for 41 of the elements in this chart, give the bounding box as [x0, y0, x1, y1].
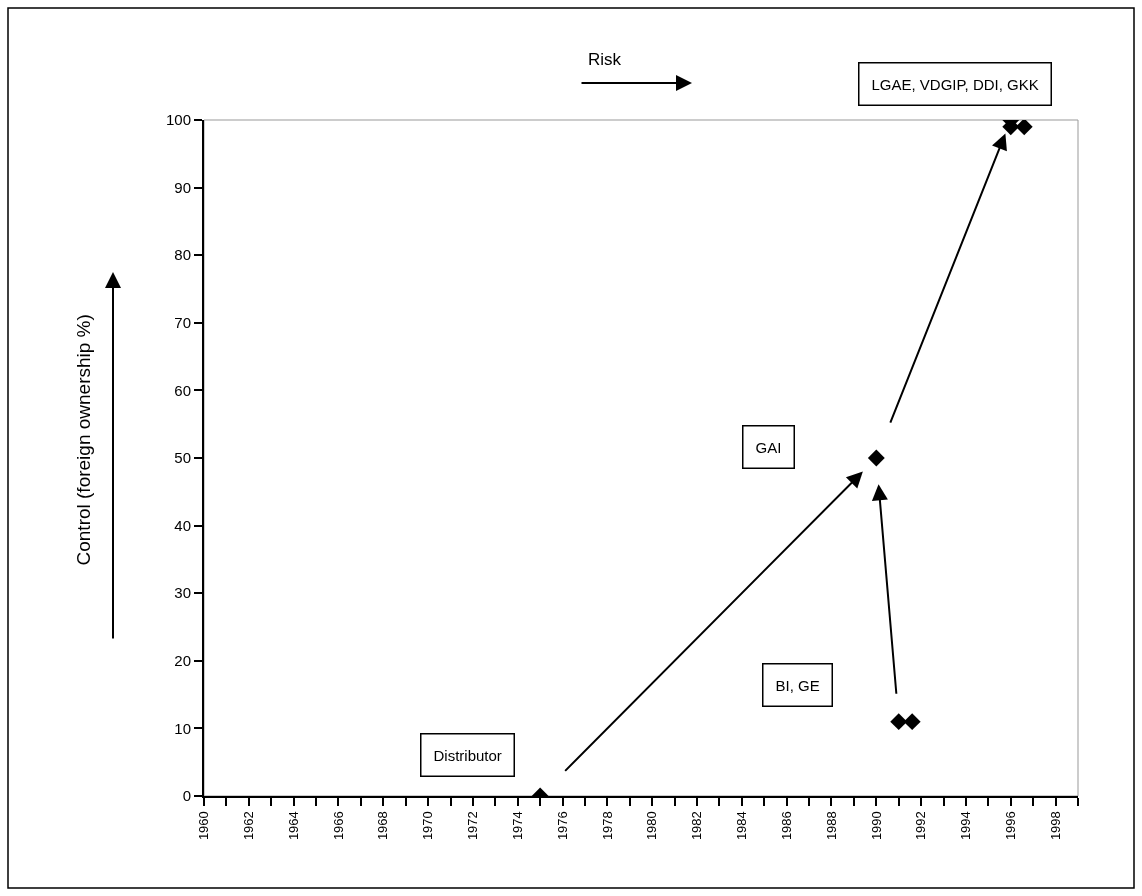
- x-tick-label: 1988: [823, 811, 839, 841]
- x-tick-label: 1990: [868, 811, 884, 841]
- x-tick-label: 1986: [778, 811, 794, 841]
- annotation: BI, GE: [775, 676, 820, 694]
- y-tick-label: 10: [174, 719, 191, 737]
- x-tick-label: 1998: [1047, 811, 1063, 841]
- annotation: GAI: [755, 438, 782, 456]
- y-tick-label: 30: [174, 584, 191, 602]
- annotation: Distributor: [433, 746, 502, 764]
- x-tick-label: 1978: [599, 811, 615, 841]
- x-tick-label: 1982: [689, 811, 705, 841]
- y-axis-title: Control (foreign ownership %): [72, 314, 94, 566]
- x-tick-label: 1972: [465, 811, 481, 841]
- x-tick-label: 1968: [375, 811, 391, 841]
- y-tick-label: 60: [174, 381, 191, 399]
- x-axis-title: Risk: [588, 50, 622, 69]
- y-tick-label: 20: [174, 652, 191, 670]
- x-tick-label: 1962: [241, 811, 257, 841]
- point: [1015, 120, 1033, 136]
- point: [903, 713, 921, 731]
- x-tick-label: 1994: [958, 811, 974, 841]
- x-tick-label: 1970: [420, 811, 436, 841]
- y-tick-label: 70: [174, 314, 191, 332]
- x-tick-label: 1984: [734, 811, 750, 841]
- text: LGAE, VDGIP, DDI, GKK: [871, 75, 1039, 93]
- x-tick-label: 1980: [644, 811, 660, 841]
- x-tick-label: 1960: [196, 811, 212, 841]
- y-tick-label: 0: [182, 787, 191, 805]
- x-tick-label: 1976: [554, 811, 570, 841]
- x-tick-label: 1964: [285, 811, 301, 841]
- x-tick-label: 1992: [913, 811, 929, 841]
- x-tick-label: 1966: [330, 811, 346, 841]
- point: [890, 713, 908, 731]
- y-tick-label: 100: [165, 111, 191, 129]
- y-tick-label: 80: [174, 246, 191, 264]
- point: [867, 449, 885, 467]
- y-tick-label: 40: [174, 516, 191, 534]
- y-tick-label: 50: [174, 449, 191, 467]
- x-tick-label: 1996: [1002, 811, 1018, 841]
- y-tick-label: 90: [174, 178, 191, 196]
- x-tick-label: 1974: [509, 811, 525, 841]
